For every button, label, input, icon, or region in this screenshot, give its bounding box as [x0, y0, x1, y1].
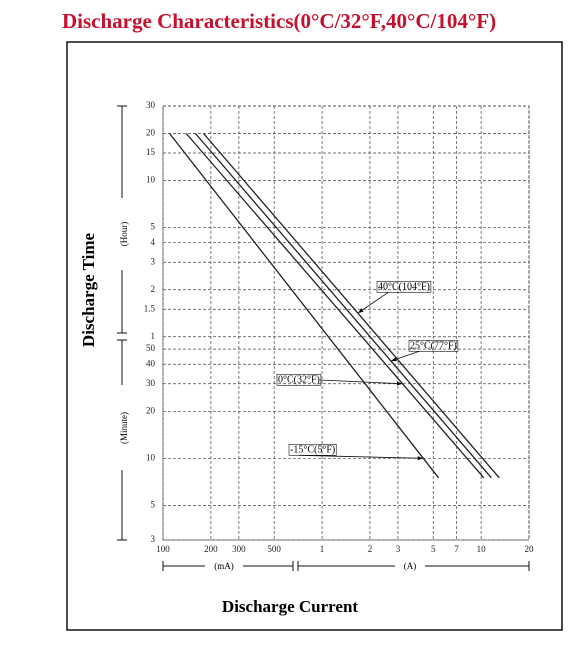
x-tick-label: 7 — [454, 544, 459, 554]
arrow-head — [357, 308, 364, 314]
x-tick-label: 10 — [477, 544, 487, 554]
arrow-head — [390, 357, 397, 362]
series-line — [203, 133, 500, 479]
y-tick-label: 30 — [146, 100, 156, 110]
x-tick-label: 5 — [431, 544, 436, 554]
y-tick-label: 1.5 — [144, 303, 156, 313]
y-tick-label: 5 — [151, 222, 156, 232]
y-unit-label: (Hour) — [119, 222, 129, 247]
y-tick-label: 20 — [146, 128, 156, 138]
unit-brackets — [117, 105, 530, 571]
y-tick-label: 10 — [146, 175, 156, 185]
x-tick-label: 200 — [204, 544, 218, 554]
y-tick-label: 2 — [151, 284, 156, 294]
y-tick-label: 3 — [151, 256, 156, 266]
x-tick-label: 2 — [368, 544, 373, 554]
x-axis-label: Discharge Current — [222, 597, 358, 616]
arrow-head — [417, 456, 424, 461]
y-tick-label: 1 — [151, 331, 156, 341]
y-tick-label: 20 — [146, 405, 156, 415]
y-tick-label: 50 — [146, 343, 156, 353]
y-axis-label: Discharge Time — [79, 232, 98, 347]
y-tick-label: 30 — [146, 378, 156, 388]
series-line — [194, 133, 492, 479]
annotation: 0°C(32°F) — [278, 374, 320, 385]
annotation: 25°C(77°F) — [410, 340, 457, 351]
series-line — [185, 133, 485, 479]
x-unit-label: (mA) — [214, 561, 234, 571]
x-tick-label: 3 — [396, 544, 401, 554]
x-tick-label: 500 — [267, 544, 281, 554]
series-line — [169, 133, 440, 479]
x-tick-label: 300 — [232, 544, 246, 554]
frame — [66, 41, 563, 631]
x-tick-label: 1 — [320, 544, 325, 554]
y-tick-label: 40 — [146, 358, 156, 368]
arrow-head — [396, 381, 403, 386]
annotation-arrow — [299, 454, 424, 459]
y-tick-label: 5 — [151, 499, 156, 509]
chart-title: Discharge Characteristics(0°C/32°F,40°C/… — [62, 9, 496, 33]
annotation: 40°C(104°F) — [378, 281, 430, 292]
x-tick-label: 100 — [156, 544, 170, 554]
annotation-box — [408, 339, 459, 352]
y-tick-label: 15 — [146, 147, 156, 157]
y-tick-label: 4 — [151, 237, 156, 247]
annotation: -15°C(5°F) — [290, 444, 335, 455]
annotation-arrow — [319, 379, 403, 385]
x-unit-label: (A) — [404, 561, 417, 571]
y-tick-label: 3 — [151, 534, 156, 544]
y-unit-label: (Minute) — [119, 412, 129, 444]
y-tick-label: 10 — [146, 452, 156, 462]
annotation-box — [376, 280, 432, 293]
annotation-arrow — [357, 291, 389, 314]
x-tick-label: 20 — [525, 544, 535, 554]
